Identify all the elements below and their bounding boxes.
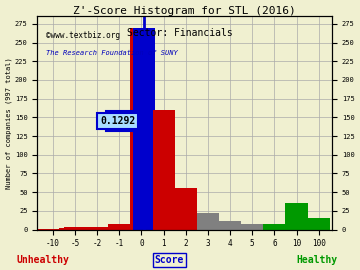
Title: Z'-Score Histogram for STL (2016): Z'-Score Histogram for STL (2016) [73,6,296,16]
Bar [51,229,73,230]
Bar [71,228,94,230]
Bar [130,28,153,230]
Text: ©www.textbiz.org: ©www.textbiz.org [46,31,120,40]
Text: Unhealthy: Unhealthy [17,255,69,265]
Y-axis label: Number of companies (997 total): Number of companies (997 total) [5,57,12,189]
Bar [37,229,59,230]
Bar [79,228,101,230]
Text: 0.1292: 0.1292 [100,116,135,126]
Bar [33,229,55,230]
Bar [42,229,64,230]
Bar [64,227,86,230]
Bar [219,221,241,229]
Text: Score: Score [154,255,184,265]
Bar [46,229,68,230]
Bar [175,188,197,230]
Bar [55,229,77,230]
Bar [285,203,307,230]
Bar [307,218,330,230]
Text: Sector: Financials: Sector: Financials [127,28,233,38]
Bar [153,110,175,230]
Bar [59,228,82,230]
Text: Healthy: Healthy [296,255,337,265]
Bar [263,224,285,229]
Bar [86,227,108,230]
Bar [28,229,51,230]
Bar [108,224,130,229]
Bar [133,28,156,230]
Text: The Research Foundation of SUNY: The Research Foundation of SUNY [46,50,178,56]
Bar [241,224,263,229]
Bar [197,213,219,230]
